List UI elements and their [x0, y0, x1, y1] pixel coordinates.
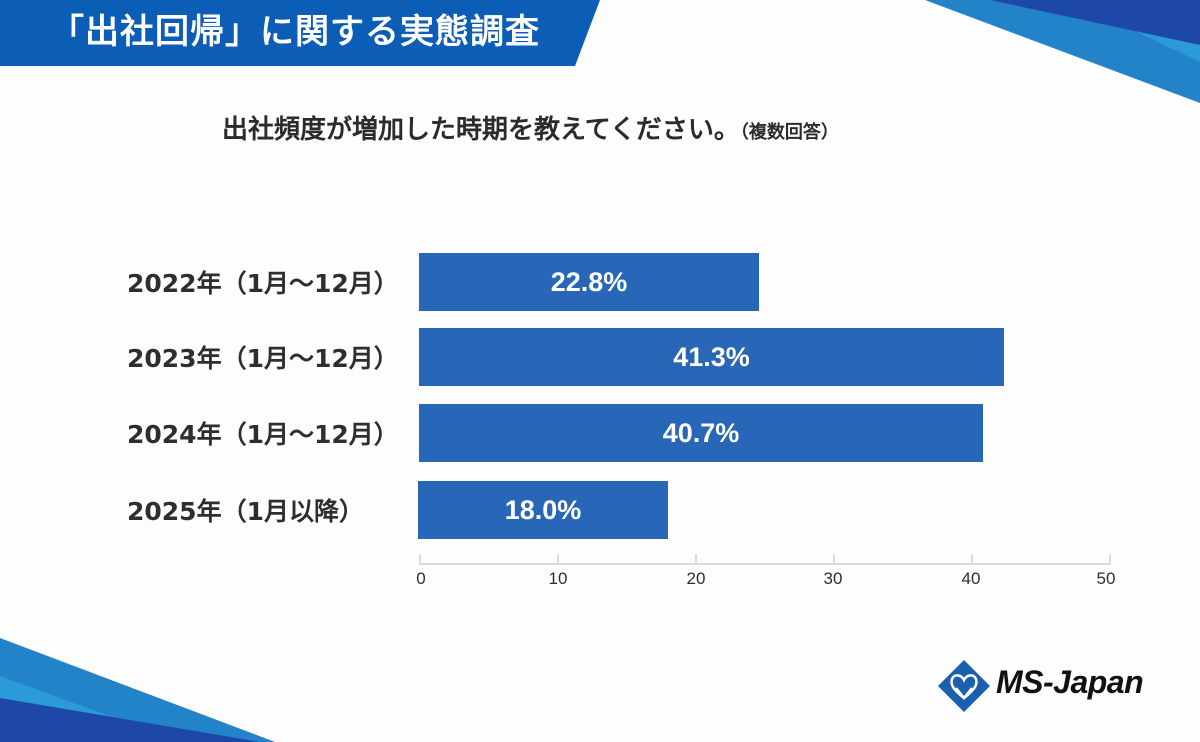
x-axis-tick	[833, 554, 835, 565]
x-tick-label: 20	[686, 569, 706, 588]
x-axis-tick	[557, 554, 559, 565]
company-logo: MS-Japan	[936, 658, 1166, 714]
x-axis-tick	[695, 554, 697, 565]
category-label: 2024年（1月～12月）	[127, 420, 399, 449]
x-tick-label: 50	[1096, 569, 1116, 588]
bar-2025: 18.0%	[418, 481, 668, 539]
chart-title: 出社頻度が増加した時期を教えてください。（複数回答）	[222, 110, 839, 153]
category-label: 2023年（1月～12月）	[127, 344, 399, 373]
bar-2024: 40.7%	[419, 404, 983, 462]
page-title: 「出社回帰」に関する実態調査	[50, 12, 540, 52]
x-axis-tick	[1109, 554, 1111, 565]
bar-2023: 41.3%	[419, 328, 1004, 386]
bottom-left-decoration	[0, 638, 275, 742]
x-tick-label: 10	[548, 569, 568, 588]
question-text: 出社頻度が増加した時期を教えてください。	[222, 115, 740, 145]
header-banner	[0, 0, 600, 66]
bar-value-label: 22.8%	[550, 266, 628, 297]
x-tick-label: 0	[416, 569, 426, 588]
x-tick-label: 40	[961, 569, 981, 588]
x-axis-tick	[971, 554, 973, 565]
bar-value-label: 40.7%	[662, 417, 740, 448]
x-tick-label: 30	[823, 569, 843, 588]
category-label: 2022年（1月～12月）	[127, 269, 399, 298]
bar-value-label: 41.3%	[673, 341, 750, 372]
top-right-decoration	[925, 0, 1200, 103]
diamond-heart-icon	[938, 660, 990, 712]
logo-text: MS-Japan	[996, 664, 1144, 700]
x-axis-line	[419, 563, 1111, 565]
x-axis-tick	[419, 554, 421, 565]
bar-value-label: 18.0%	[504, 494, 582, 525]
question-note: （複数回答）	[739, 122, 839, 143]
category-label: 2025年（1月以降）	[127, 497, 364, 526]
bar-2022: 22.8%	[419, 253, 759, 311]
